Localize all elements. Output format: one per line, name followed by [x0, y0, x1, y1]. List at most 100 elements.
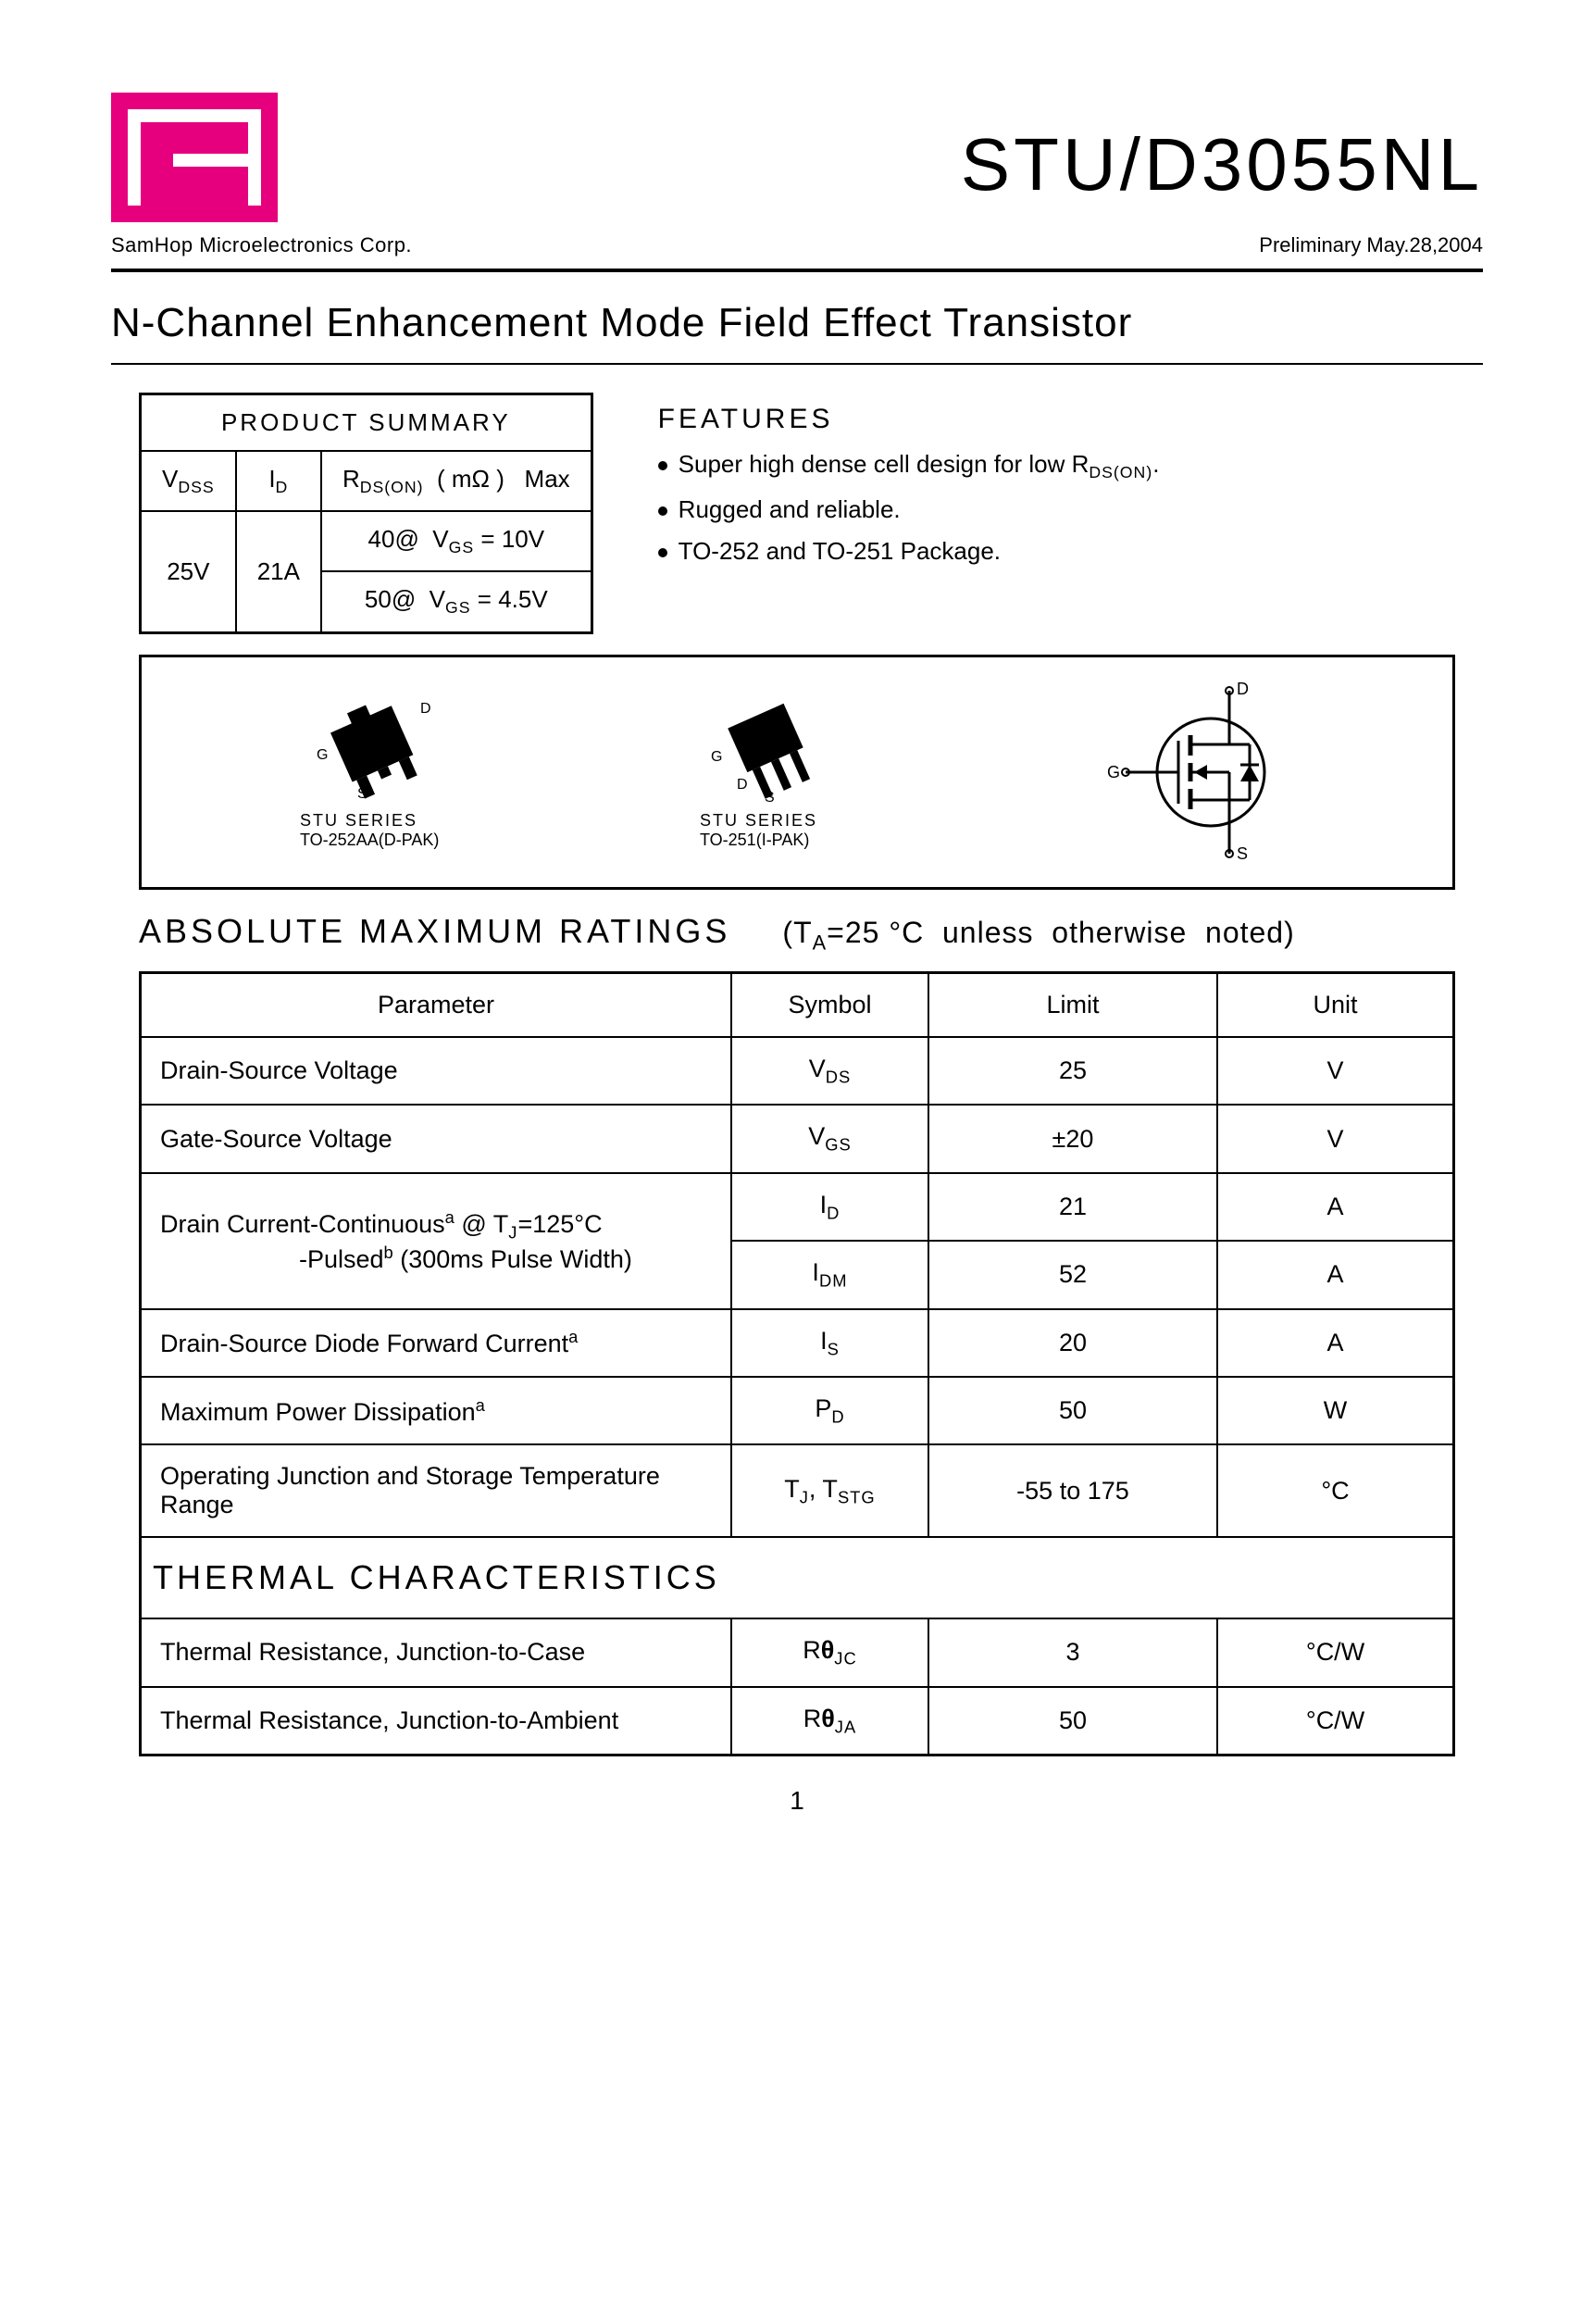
amr-param: Drain-Source Voltage [141, 1037, 732, 1105]
ps-col-id: ID [236, 451, 321, 511]
amr-unit: V [1217, 1105, 1453, 1172]
package-label: TO-251(I-PAK) [700, 831, 848, 850]
thermal-param: Thermal Resistance, Junction-to-Ambient [141, 1687, 732, 1755]
ipak-icon: G D S [700, 694, 848, 806]
table-row: Thermal Resistance, Junction-to-Case RθJ… [141, 1618, 1454, 1686]
svg-text:D: D [420, 701, 431, 717]
thermal-symbol: RθJC [731, 1618, 928, 1686]
page-header: SamHop Microelectronics Corp. STU/D3055N… [111, 93, 1483, 257]
document-date: Preliminary May.28,2004 [961, 233, 1483, 257]
mosfet-schematic-icon: D S G [1090, 680, 1294, 865]
product-summary-table: PRODUCT SUMMARY VDSS ID RDS(ON) ( mΩ ) M… [139, 393, 593, 634]
amr-limit: 21 [928, 1173, 1217, 1241]
amr-heading: ABSOLUTE MAXIMUM RATINGS (TA=25 °C unles… [139, 912, 1483, 955]
table-row: Thermal Resistance, Junction-to-Ambient … [141, 1687, 1454, 1755]
package-ipak: G D S STU SERIES TO-251(I-PAK) [700, 694, 848, 850]
svg-text:G: G [1107, 763, 1120, 781]
thermal-heading: THERMAL CHARACTERISTICS [141, 1537, 1454, 1618]
amr-limit: 20 [928, 1309, 1217, 1377]
amr-col-symbol: Symbol [731, 972, 928, 1037]
amr-param: Maximum Power Dissipationa [141, 1377, 732, 1444]
amr-heading-label: ABSOLUTE MAXIMUM RATINGS [139, 912, 730, 950]
table-row: Drain-Source Voltage VDS 25 V [141, 1037, 1454, 1105]
svg-text:D: D [737, 777, 748, 793]
svg-text:S: S [765, 790, 775, 806]
feature-item: TO-252 and TO-251 Package. [658, 537, 1160, 566]
thermal-limit: 50 [928, 1687, 1217, 1755]
svg-text:S: S [357, 786, 367, 802]
amr-unit: °C [1217, 1444, 1453, 1537]
table-row: Drain-Source Diode Forward Currenta IS 2… [141, 1309, 1454, 1377]
amr-symbol: VGS [731, 1105, 928, 1172]
table-row: Drain Current-Continuousa @ TJ=125°C -Pu… [141, 1173, 1454, 1241]
package-label: STU SERIES [300, 811, 457, 831]
amr-heading-note: (TA=25 °C unless otherwise noted) [782, 916, 1294, 949]
thermal-param: Thermal Resistance, Junction-to-Case [141, 1618, 732, 1686]
part-number: STU/D3055NL [961, 122, 1483, 207]
svg-text:S: S [1237, 844, 1248, 863]
amr-unit: W [1217, 1377, 1453, 1444]
amr-unit: A [1217, 1309, 1453, 1377]
svg-text:G: G [317, 747, 328, 763]
thermal-unit: °C/W [1217, 1618, 1453, 1686]
amr-limit: 25 [928, 1037, 1217, 1105]
page-number: 1 [111, 1786, 1483, 1816]
amr-col-param: Parameter [141, 972, 732, 1037]
package-label: STU SERIES [700, 811, 848, 831]
thermal-heading-row: THERMAL CHARACTERISTICS [141, 1537, 1454, 1618]
amr-limit: -55 to 175 [928, 1444, 1217, 1537]
table-row: Gate-Source Voltage VGS ±20 V [141, 1105, 1454, 1172]
mosfet-symbol: D S G [1090, 680, 1294, 865]
amr-param: Drain-Source Diode Forward Currenta [141, 1309, 732, 1377]
ps-rds-row2: 50@ VGS = 4.5V [321, 571, 592, 632]
part-block: STU/D3055NL Preliminary May.28,2004 [961, 122, 1483, 257]
table-row: Operating Junction and Storage Temperatu… [141, 1444, 1454, 1537]
amr-table: Parameter Symbol Limit Unit Drain-Source… [139, 971, 1455, 1756]
amr-symbol: PD [731, 1377, 928, 1444]
amr-col-limit: Limit [928, 972, 1217, 1037]
amr-param-group: Drain Current-Continuousa @ TJ=125°C -Pu… [141, 1173, 732, 1309]
amr-symbol: TJ, TSTG [731, 1444, 928, 1537]
svg-text:G: G [711, 749, 722, 765]
amr-unit: V [1217, 1037, 1453, 1105]
ps-rds-row1: 40@ VGS = 10V [321, 511, 592, 571]
dpak-icon: D G S [300, 694, 457, 806]
features-block: FEATURES Super high dense cell design fo… [658, 393, 1160, 579]
ps-id-value: 21A [236, 511, 321, 632]
thermal-unit: °C/W [1217, 1687, 1453, 1755]
divider [111, 363, 1483, 365]
product-summary-heading: PRODUCT SUMMARY [141, 394, 592, 452]
table-row: Maximum Power Dissipationa PD 50 W [141, 1377, 1454, 1444]
package-dpak: D G S STU SERIES TO-252AA(D-PAK) [300, 694, 457, 850]
ps-col-rds: RDS(ON) ( mΩ ) Max [321, 451, 592, 511]
package-label: TO-252AA(D-PAK) [300, 831, 457, 850]
amr-limit: 52 [928, 1241, 1217, 1308]
logo-block: SamHop Microelectronics Corp. [111, 93, 412, 257]
divider [111, 269, 1483, 272]
amr-unit: A [1217, 1241, 1453, 1308]
company-logo [111, 93, 278, 222]
feature-text: TO-252 and TO-251 Package. [679, 537, 1001, 565]
features-heading: FEATURES [658, 404, 1160, 435]
amr-param: Gate-Source Voltage [141, 1105, 732, 1172]
feature-item: Rugged and reliable. [658, 495, 1160, 524]
amr-symbol: VDS [731, 1037, 928, 1105]
svg-text:D: D [1237, 680, 1249, 698]
amr-param: Operating Junction and Storage Temperatu… [141, 1444, 732, 1537]
ps-col-vdss: VDSS [141, 451, 236, 511]
amr-symbol: IS [731, 1309, 928, 1377]
amr-unit: A [1217, 1173, 1453, 1241]
thermal-symbol: RθJA [731, 1687, 928, 1755]
amr-symbol: ID [731, 1173, 928, 1241]
page-title: N-Channel Enhancement Mode Field Effect … [111, 300, 1483, 346]
summary-features-row: PRODUCT SUMMARY VDSS ID RDS(ON) ( mΩ ) M… [139, 393, 1483, 634]
amr-col-unit: Unit [1217, 972, 1453, 1037]
features-list: Super high dense cell design for low RDS… [658, 450, 1160, 566]
amr-limit: ±20 [928, 1105, 1217, 1172]
ps-vdss-value: 25V [141, 511, 236, 632]
amr-symbol: IDM [731, 1241, 928, 1308]
thermal-limit: 3 [928, 1618, 1217, 1686]
feature-item: Super high dense cell design for low RDS… [658, 450, 1160, 482]
feature-text: Super high dense cell design for low RDS… [679, 450, 1160, 478]
feature-text: Rugged and reliable. [679, 495, 901, 523]
